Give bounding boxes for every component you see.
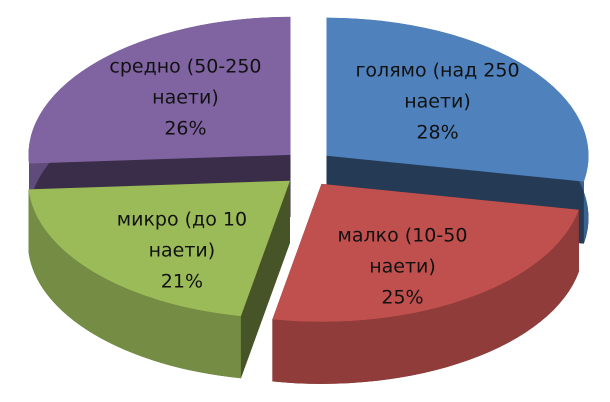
slice-percent: 25% xyxy=(381,286,424,309)
slice-outer-side xyxy=(272,209,579,384)
slice-percent: 21% xyxy=(160,270,204,293)
slice-label: голямо (над 250 наети) 28% xyxy=(348,56,528,149)
slice-label: малко (10-50 наети) 25% xyxy=(312,220,492,313)
slice xyxy=(28,180,290,379)
slice-top xyxy=(272,183,579,322)
slice-percent: 26% xyxy=(164,117,207,140)
slice-outer-side xyxy=(28,189,241,379)
slice-category: микро (до 10 наети) xyxy=(116,208,248,262)
slice-top xyxy=(28,16,291,164)
slice xyxy=(272,183,579,384)
slice-category: малко (10-50 наети) xyxy=(337,224,468,278)
slice-percent: 28% xyxy=(416,121,459,144)
slice-top xyxy=(326,17,589,182)
slice-category: голямо (над 250 наети) xyxy=(355,59,520,113)
slice-label: микро (до 10 наети) 21% xyxy=(92,204,272,297)
slice-category: средно (50-250 наети) xyxy=(109,55,262,109)
slice-label: средно (50-250 наети) 26% xyxy=(95,51,275,144)
slice-top xyxy=(28,180,290,317)
